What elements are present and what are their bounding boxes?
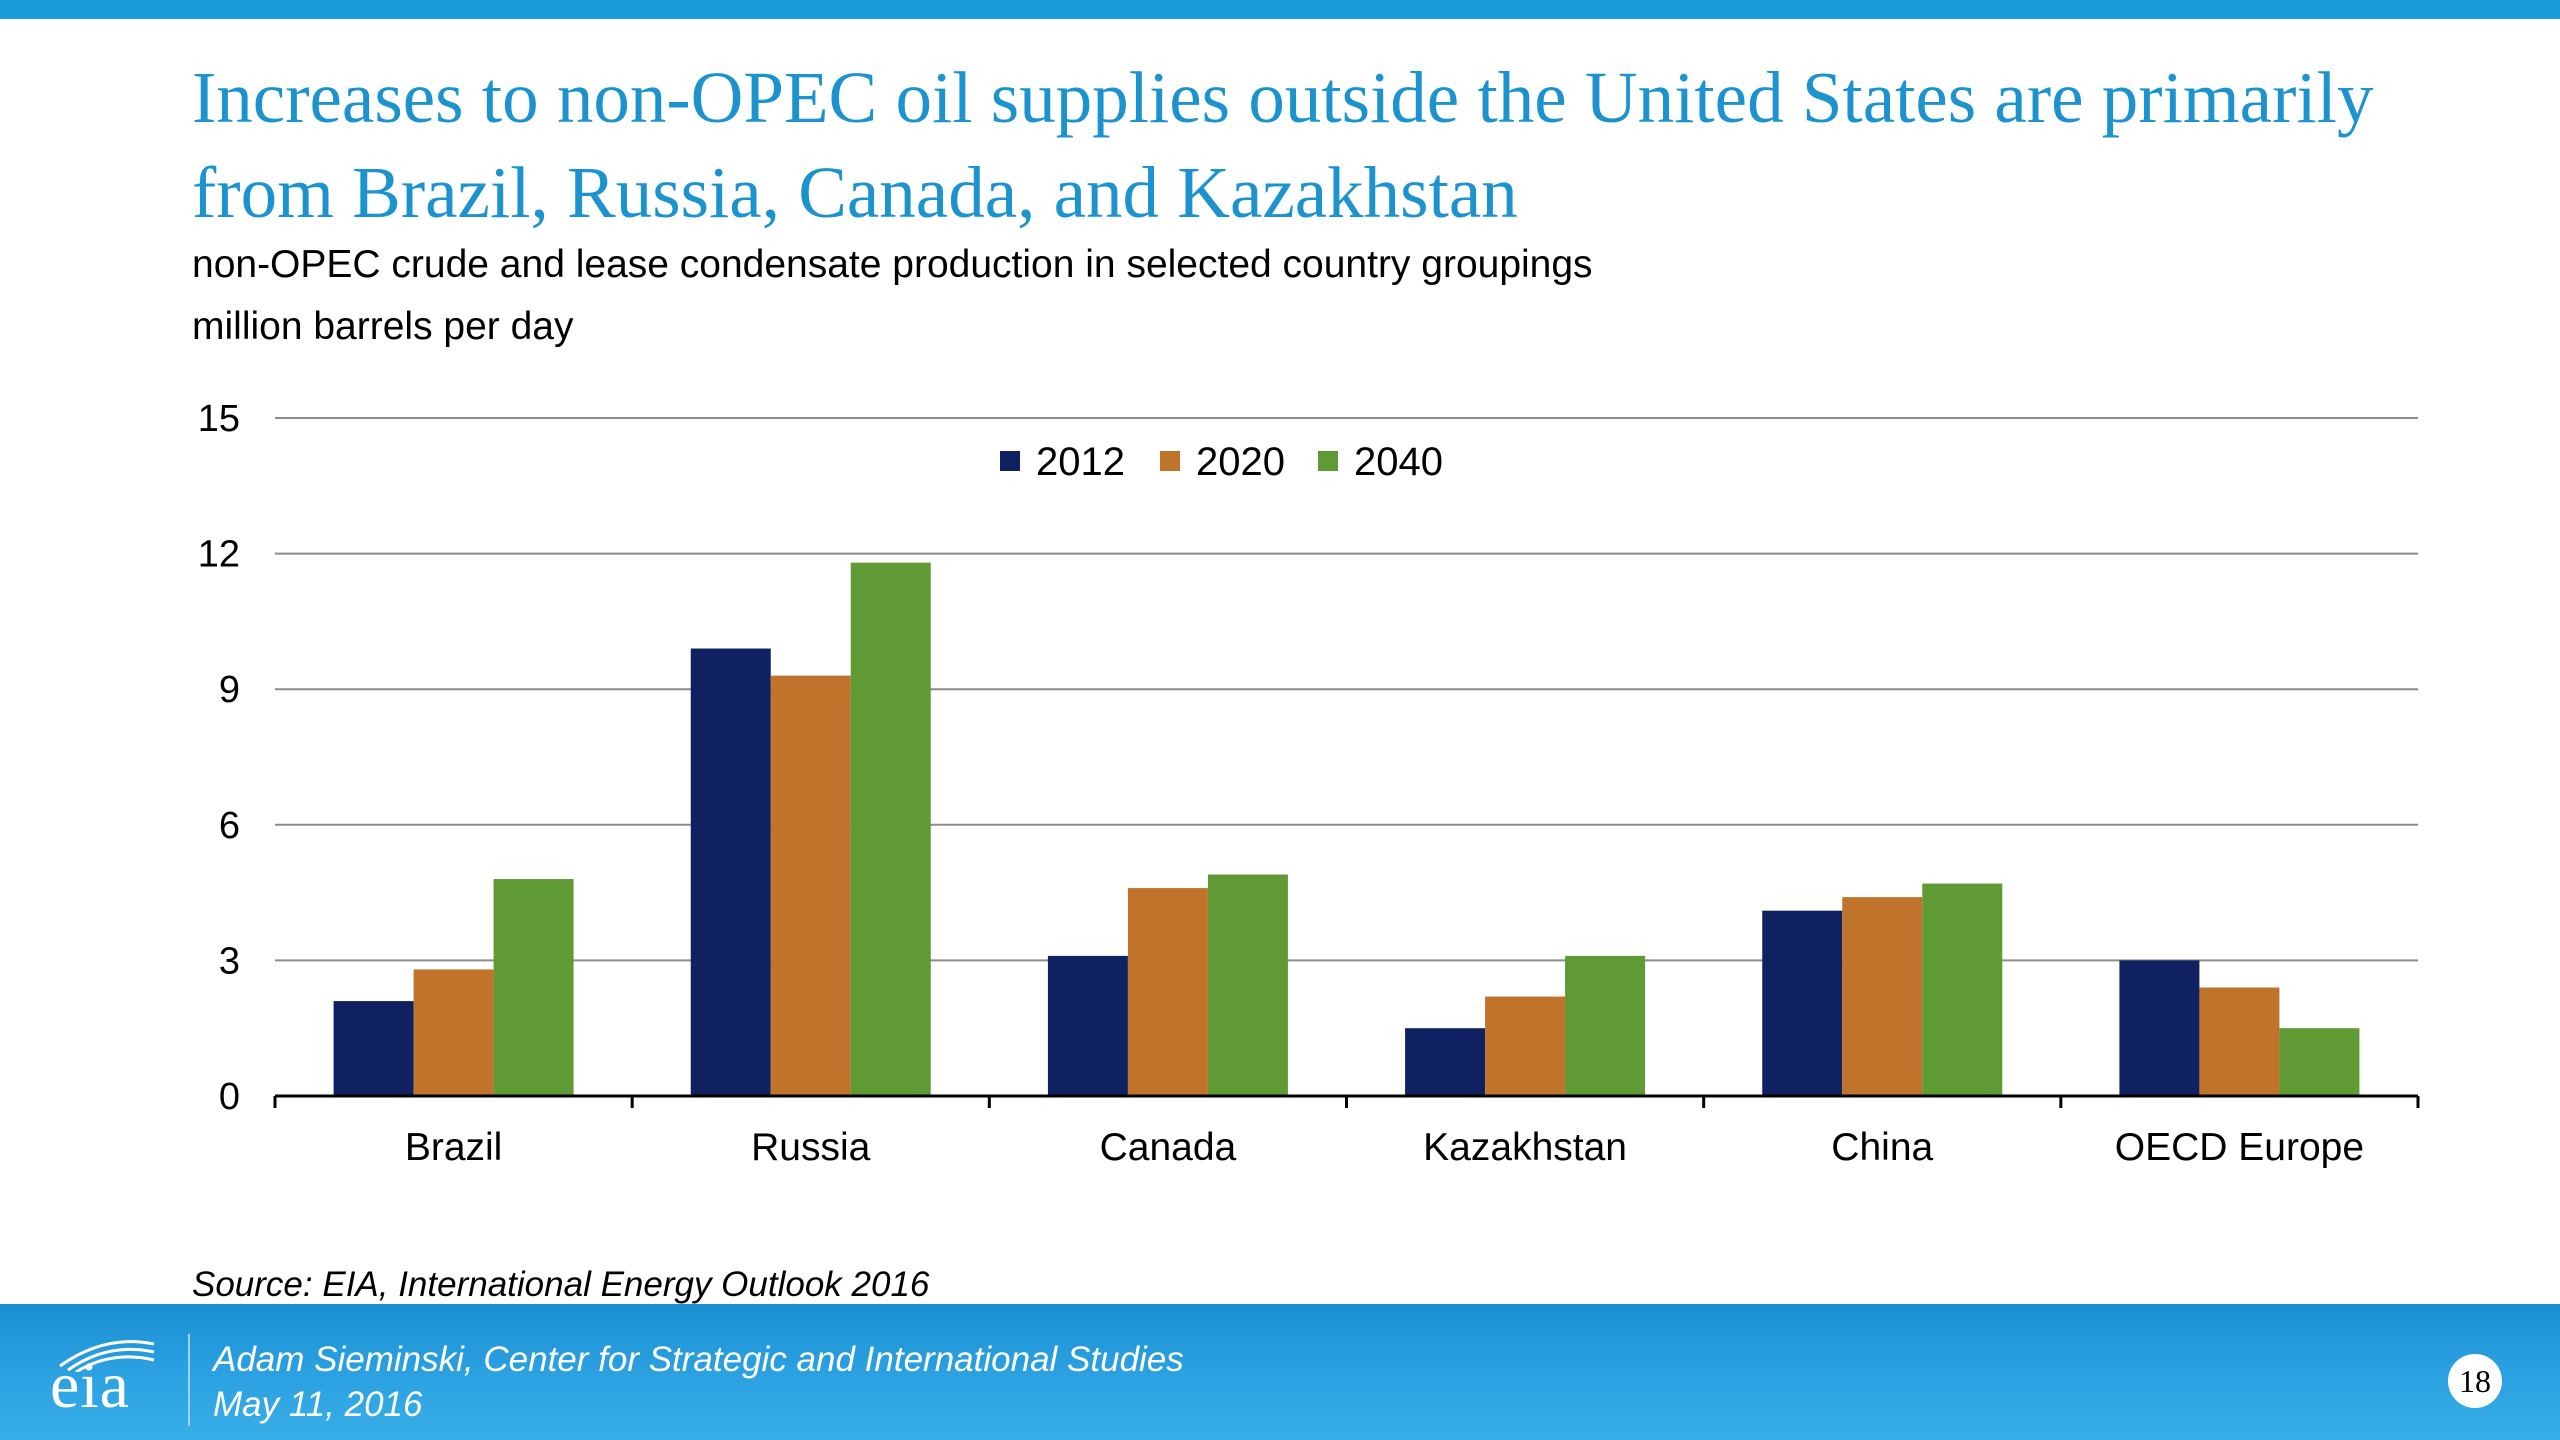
slide-title: Increases to non-OPEC oil supplies outsi… — [192, 57, 2374, 233]
legend-swatch-2040 — [1318, 451, 1338, 471]
y-axis-tick-labels: 0 3 6 9 12 15 — [198, 398, 240, 1118]
y-tick-label: 12 — [198, 534, 240, 576]
y-tick-label: 9 — [219, 669, 240, 711]
bar-china-2040 — [1922, 883, 2003, 1096]
bar-russia-2020 — [770, 675, 851, 1096]
bar-oecd-europe-2012 — [2119, 960, 2200, 1096]
legend-swatch-2020 — [1160, 451, 1180, 471]
x-axis-tick-labels: Brazil Russia Canada Kazakhstan China OECD Eu… — [405, 1126, 2364, 1169]
bar-canada-2020 — [1127, 888, 1208, 1096]
chart-units-label: million barrels per day — [192, 305, 574, 348]
footer-bar: eia Adam Sieminski, Center for Strategic… — [0, 1304, 2560, 1440]
bar-canada-2012 — [1047, 955, 1128, 1096]
eia-logo: eia — [50, 1340, 160, 1422]
y-tick-label: 15 — [198, 398, 240, 440]
eia-logo-text: eia — [50, 1349, 130, 1422]
bar-canada-2040 — [1207, 874, 1288, 1096]
bars — [333, 562, 2360, 1096]
x-tick-label: Brazil — [405, 1126, 503, 1169]
bar-brazil-2040 — [493, 879, 574, 1096]
legend-label-2012: 2012 — [1036, 440, 1125, 484]
bar-russia-2040 — [850, 562, 931, 1096]
gridlines — [275, 417, 2418, 962]
legend: 2012 2020 2040 — [1000, 440, 1443, 484]
bar-kazakhstan-2012 — [1405, 1028, 1486, 1096]
page-number-badge: 18 — [2448, 1354, 2502, 1408]
legend-label-2020: 2020 — [1196, 440, 1285, 484]
legend-swatch-2012 — [1000, 451, 1020, 471]
eia-logo-swoosh-icon — [59, 1340, 155, 1372]
x-tick-label: Kazakhstan — [1423, 1126, 1627, 1169]
bar-brazil-2012 — [333, 1001, 414, 1096]
bar-china-2020 — [1842, 897, 1923, 1096]
footer-presenter: Adam Sieminski, Center for Strategic and… — [213, 1340, 1184, 1379]
bar-oecd-europe-2020 — [2199, 987, 2280, 1096]
footer-date: May 11, 2016 — [213, 1385, 423, 1424]
x-axis — [273, 1094, 2420, 1108]
top-banner-stripe — [0, 0, 2560, 19]
x-tick-label: China — [1831, 1126, 1933, 1169]
y-tick-label: 6 — [219, 805, 240, 847]
y-tick-label: 0 — [219, 1076, 240, 1118]
bar-brazil-2020 — [413, 969, 494, 1096]
bar-oecd-europe-2040 — [2279, 1028, 2360, 1096]
x-tick-label: OECD Europe — [2115, 1126, 2364, 1169]
bar-china-2012 — [1762, 910, 1843, 1096]
bar-kazakhstan-2040 — [1565, 955, 1646, 1096]
source-note: Source: EIA, International Energy Outloo… — [192, 1265, 930, 1304]
y-tick-label: 3 — [219, 940, 240, 982]
legend-label-2040: 2040 — [1354, 440, 1443, 484]
x-tick-label: Russia — [751, 1126, 871, 1169]
footer-divider — [188, 1334, 190, 1426]
bar-russia-2012 — [690, 648, 771, 1096]
chart-subtitle: non-OPEC crude and lease condensate prod… — [192, 243, 1593, 286]
x-tick-label: Canada — [1100, 1126, 1237, 1169]
bar-kazakhstan-2020 — [1485, 996, 1566, 1096]
